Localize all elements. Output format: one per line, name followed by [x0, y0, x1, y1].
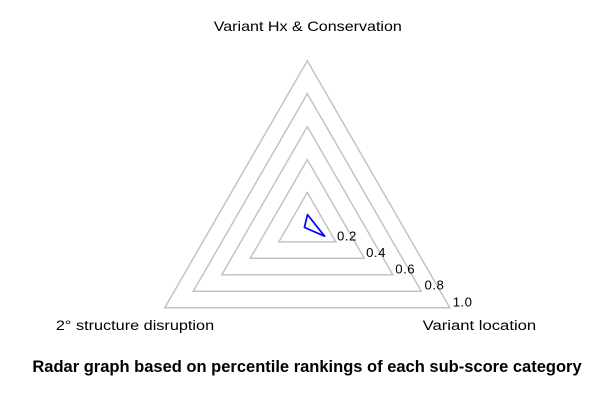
svg-text:2° structure disruption: 2° structure disruption [56, 318, 214, 334]
svg-text:0.2: 0.2 [337, 228, 357, 243]
svg-text:0.4: 0.4 [366, 245, 386, 260]
svg-text:Variant location: Variant location [423, 318, 537, 333]
svg-text:1.0: 1.0 [453, 294, 473, 309]
svg-text:Variant Hx & Conservation: Variant Hx & Conservation [214, 19, 402, 35]
svg-text:0.8: 0.8 [425, 278, 445, 293]
svg-text:0.6: 0.6 [395, 261, 415, 276]
svg-text:Radar graph based on percentil: Radar graph based on percentile rankings… [32, 358, 582, 376]
